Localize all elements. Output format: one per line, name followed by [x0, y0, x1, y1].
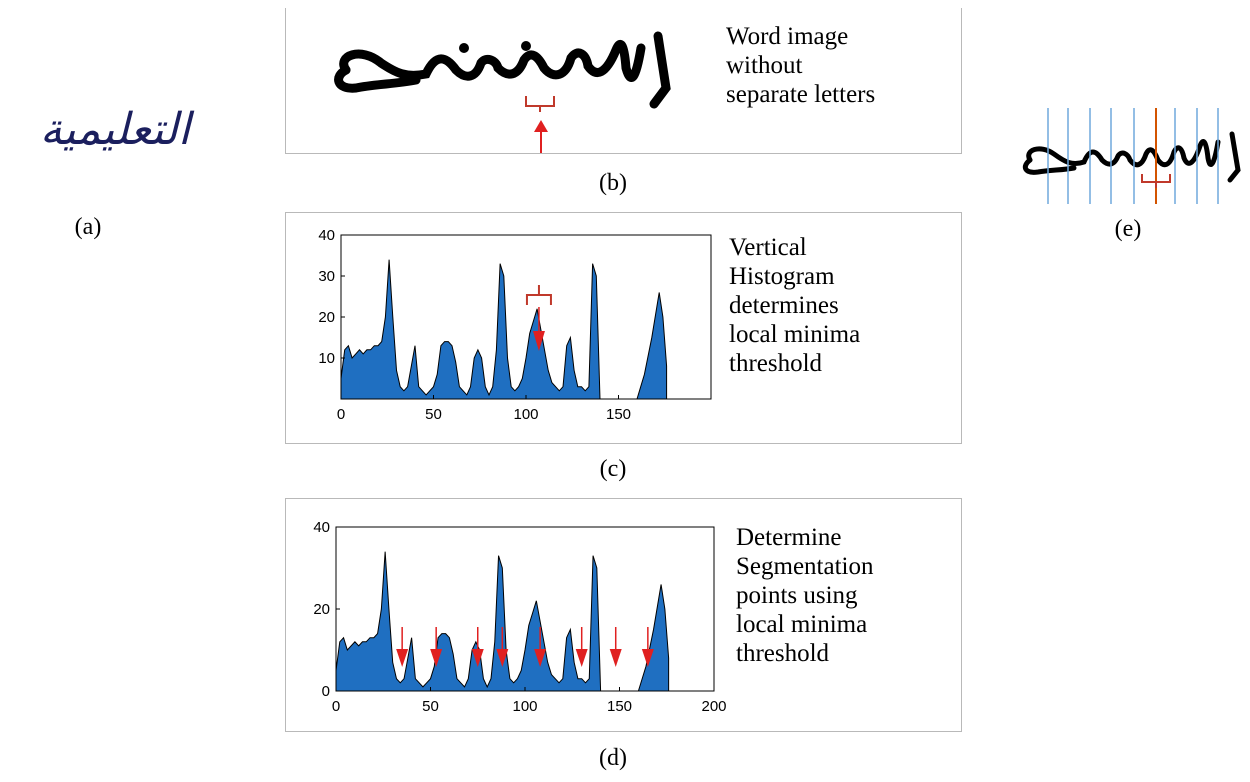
panel-a: التعليمية (a) — [0, 100, 230, 240]
segmentation-arrow-head — [534, 649, 547, 667]
y-tick-label: 20 — [318, 309, 335, 326]
threshold-arrow-head — [532, 331, 545, 351]
x-tick-label: 0 — [337, 406, 345, 423]
histogram-area — [340, 259, 674, 400]
segmentation-arrow-head — [609, 649, 622, 667]
y-tick-label: 30 — [318, 268, 335, 285]
x-tick-label: 100 — [513, 406, 538, 423]
segmentation-arrow-head — [396, 649, 409, 667]
x-tick-label: 50 — [422, 698, 439, 715]
x-tick-label: 150 — [606, 406, 631, 423]
y-tick-label: 10 — [318, 350, 335, 367]
histogram-chart: 0 50 100 150 10 20 30 40 — [318, 227, 712, 423]
handwritten-word-image: التعليمية — [39, 104, 191, 155]
word-stroke-alef — [649, 31, 671, 109]
caption-c: (c) — [599, 456, 627, 482]
word-stroke — [339, 39, 646, 82]
panel-c: 0 50 100 150 10 20 30 40 Vertical Histogram det… — [285, 212, 962, 444]
panel-d-description: Determine Segmentation points using loca… — [736, 524, 874, 667]
caption-a: (a) — [74, 214, 102, 240]
y-tick-label: 40 — [313, 519, 330, 536]
panel-b: Word image without separate letters — [285, 8, 962, 154]
y-tick-label: 40 — [318, 227, 335, 244]
segmented-word-image — [1022, 108, 1241, 204]
histogram-area-peak — [637, 584, 670, 692]
word-stroke-tail — [334, 65, 421, 93]
bracket — [525, 96, 555, 112]
panel-d: 0 50 100 150 200 0 20 40 Determine Segmentation… — [285, 498, 962, 732]
panel-b-description: Word image without separate letters — [726, 23, 876, 108]
segmentation-arrow-head — [641, 649, 654, 667]
y-tick-label: 0 — [322, 683, 330, 700]
histogram-area-peak — [636, 292, 668, 400]
x-tick-label: 50 — [425, 406, 442, 423]
caption-b: (b) — [599, 170, 627, 196]
segmentation-chart: 0 50 100 150 200 0 20 40 — [313, 519, 726, 715]
word-image-without-separation — [334, 31, 671, 153]
x-tick-label: 200 — [701, 698, 726, 715]
caption-e: (e) — [1114, 216, 1142, 242]
arrow-head — [534, 120, 548, 132]
threshold-bracket — [525, 285, 552, 305]
caption-d: (d) — [599, 745, 627, 771]
segmentation-arrow-head — [471, 649, 484, 667]
x-tick-label: 150 — [607, 698, 632, 715]
panel-c-description: Vertical Histogram determines local mini… — [729, 234, 861, 377]
segmentation-arrow-head — [430, 649, 443, 667]
histogram-area — [335, 551, 677, 692]
bracket-e — [1141, 174, 1171, 188]
segmentation-arrow-head — [496, 649, 509, 667]
segment-lines — [1047, 108, 1219, 204]
x-tick-label: 0 — [332, 698, 340, 715]
panel-e: (e) — [1010, 108, 1250, 248]
segmentation-arrow-head — [575, 649, 588, 667]
y-tick-label: 20 — [313, 601, 330, 618]
x-tick-label: 100 — [512, 698, 537, 715]
